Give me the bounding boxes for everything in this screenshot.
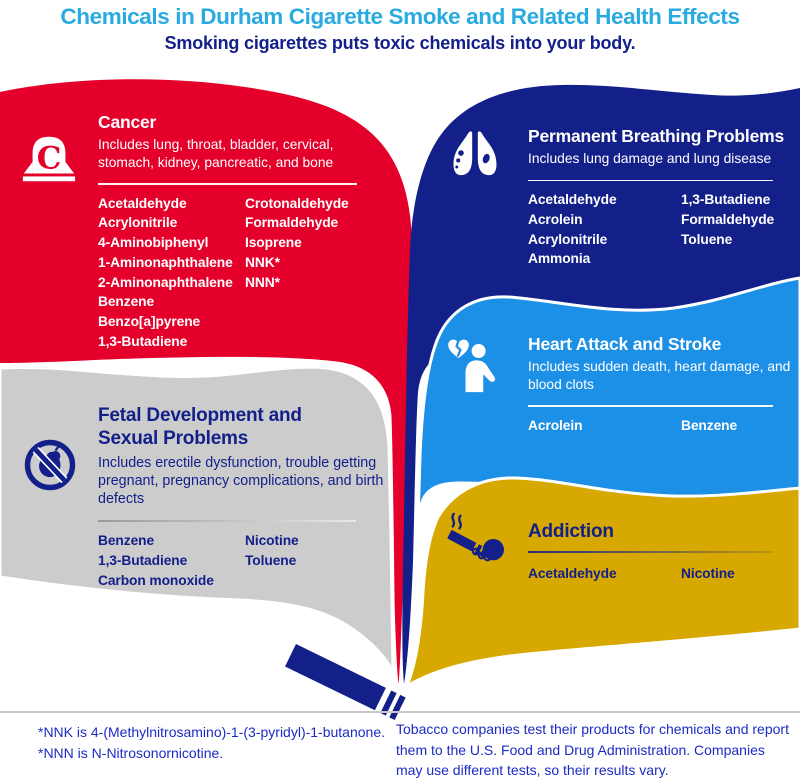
footer-disclaimer: Tobacco companies test their products fo…: [396, 721, 789, 778]
section-cancer: Cancer Includes lung, throat, bladder, c…: [98, 112, 380, 351]
cancer-c-icon: C: [22, 136, 76, 182]
fetal-chemicals-col2: Nicotine Toluene: [245, 531, 299, 592]
cigarette-graphic: [285, 644, 406, 720]
heart-chemicals-col2: Benzene: [681, 416, 737, 436]
page-subtitle: Smoking cigarettes puts toxic chemicals …: [164, 33, 636, 53]
cancer-blob: [0, 79, 413, 684]
fetal-blob: [0, 365, 395, 677]
chemical-item: Nicotine: [245, 532, 299, 548]
fetal-chemicals-col1: Benzene 1,3-Butadiene Carbon monoxide: [98, 531, 245, 592]
footnote-nnk: *NNK is 4-(Methylnitrosamino)-1-(3-pyrid…: [38, 724, 385, 740]
breathing-chemicals-col1: Acetaldehyde Acrolein Acrylonitrile Ammo…: [528, 190, 681, 269]
breathing-chemicals-col2: 1,3-Butadiene Formaldehyde Toluene: [681, 190, 774, 269]
chemical-item: Acrylonitrile: [528, 231, 608, 247]
footnotes: *NNK is 4-(Methylnitrosamino)-1-(3-pyrid…: [38, 722, 385, 764]
chemical-item: Carbon monoxide: [98, 573, 214, 589]
addiction-divider: [528, 551, 773, 553]
cigarette-ball-and-chain-icon: [447, 512, 504, 562]
chemical-item: Nicotine: [681, 565, 735, 581]
chemical-item: Acetaldehyde: [528, 565, 617, 581]
chemical-item: Benzene: [98, 294, 155, 310]
heart-description: Includes sudden death, heart damage, and…: [528, 359, 791, 392]
cancer-chemicals-col1: Acetaldehyde Acrylonitrile 4-Aminobiphen…: [98, 194, 245, 352]
chemical-item: 1-Aminonaphthalene: [98, 254, 233, 270]
addiction-title: Addiction: [528, 521, 614, 542]
section-breathing: Permanent Breathing Problems Includes lu…: [528, 126, 788, 269]
chemical-item: Benzo[a]pyrene: [98, 313, 201, 329]
chemical-item: 4-Aminobiphenyl: [98, 235, 209, 251]
chemical-item: Acrylonitrile: [98, 215, 178, 231]
chemical-item: Ammonia: [528, 251, 591, 267]
chemical-item: Acrolein: [528, 417, 583, 433]
heart-blob: [404, 276, 800, 685]
chemical-item: Isoprene: [245, 235, 302, 251]
addiction-chemicals: Acetaldehyde Nicotine: [528, 564, 788, 584]
breathing-title: Permanent Breathing Problems: [528, 126, 784, 146]
chemical-item: NNN*: [245, 274, 280, 290]
chemical-item: Benzene: [681, 417, 738, 433]
lungs-icon: [453, 131, 497, 176]
heart-title: Heart Attack and Stroke: [528, 334, 722, 354]
chemical-item: Acrolein: [528, 211, 583, 227]
chemical-item: 1,3-Butadiene: [98, 552, 188, 568]
footnote-nnn: *NNN is N-Nitrosonornicotine.: [38, 745, 224, 761]
footer-divider: [0, 711, 800, 713]
addiction-blob: [404, 476, 800, 690]
addiction-chemicals-col2: Nicotine: [681, 564, 735, 584]
chemical-item: Toluene: [681, 231, 733, 247]
chemical-item: Toluene: [245, 552, 297, 568]
fetal-chemicals: Benzene 1,3-Butadiene Carbon monoxide Ni…: [98, 531, 410, 592]
cancer-chemicals: Acetaldehyde Acrylonitrile 4-Aminobiphen…: [98, 194, 380, 352]
chemical-item: Acetaldehyde: [528, 192, 617, 208]
breathing-description: Includes lung damage and lung disease: [528, 151, 772, 166]
chemical-item: Benzene: [98, 532, 155, 548]
breathing-divider: [528, 179, 773, 182]
fetal-divider: [98, 520, 356, 522]
heart-divider: [528, 405, 773, 407]
chemical-item: Crotonaldehyde: [245, 195, 349, 211]
chemical-item: Acetaldehyde: [98, 195, 187, 211]
section-addiction: Addiction Acetaldehyde Nicotine: [528, 520, 788, 584]
cancer-description: Includes lung, throat, bladder, cervical…: [98, 137, 334, 170]
heart-chemicals: Acrolein Benzene: [528, 416, 796, 436]
svg-text:C: C: [37, 141, 62, 177]
breathing-blob: [402, 84, 800, 685]
section-fetal: Fetal Development and Sexual Problems In…: [98, 404, 410, 592]
cancer-divider: [98, 183, 357, 185]
cancer-title: Cancer: [98, 112, 157, 132]
chemical-item: Formaldehyde: [245, 215, 339, 231]
breathing-chemicals: Acetaldehyde Acrolein Acrylonitrile Ammo…: [528, 190, 788, 269]
heart-attack-person-icon: [448, 339, 496, 393]
heart-chemicals-col1: Acrolein: [528, 416, 681, 436]
cancer-chemicals-col2: Crotonaldehyde Formaldehyde Isoprene NNK…: [245, 194, 349, 352]
chemical-item: 2-Aminonaphthalene: [98, 274, 233, 290]
page-title: Chemicals in Durham Cigarette Smoke and …: [60, 4, 740, 29]
chemical-item: 1,3-Butadiene: [681, 192, 771, 208]
chemical-item: 1,3-Butadiene: [98, 333, 188, 349]
chemical-item: Formaldehyde: [681, 211, 775, 227]
no-fetus-icon: [24, 439, 76, 491]
fetal-description: Includes erectile dysfunction, trouble g…: [98, 455, 384, 507]
section-heart: Heart Attack and Stroke Includes sudden …: [528, 334, 796, 435]
fetal-title: Fetal Development and Sexual Problems: [98, 405, 302, 449]
addiction-chemicals-col1: Acetaldehyde: [528, 564, 681, 584]
chemical-item: NNK*: [245, 254, 280, 270]
